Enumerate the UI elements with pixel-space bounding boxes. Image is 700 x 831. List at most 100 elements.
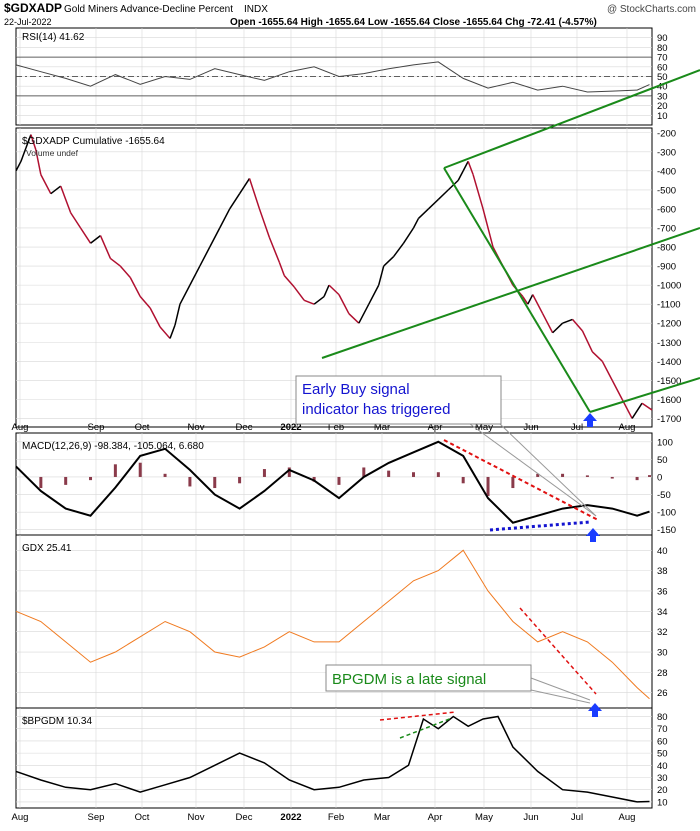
gdxadp-segment (338, 294, 350, 315)
gdxadp-segment (70, 212, 82, 229)
y-tick-gdxadp-15: -1700 (657, 414, 681, 425)
gdxadp-segment (79, 227, 92, 244)
y-tick-gdxadp-3: -500 (657, 185, 676, 196)
trendline-upper-channel (443, 69, 700, 169)
x-label-bottom-8: Apr (428, 812, 443, 823)
gdxadp-segment (90, 235, 101, 244)
x-label-mid-9: May (475, 422, 493, 433)
gdxadp-segment (30, 134, 37, 151)
y-tick-gdxadp-12: -1400 (657, 357, 681, 368)
x-label-mid-2: Oct (135, 422, 150, 433)
gdx-red-dash (519, 607, 597, 695)
y-tick-macd-0: 100 (657, 437, 673, 448)
y-tick-gdxadp-2: -400 (657, 166, 676, 177)
gdxadp-segment (348, 313, 360, 324)
gdxadp-segment (328, 284, 340, 296)
y-tick-gdxadp-7: -900 (657, 262, 676, 273)
gdxadp-segment (571, 318, 584, 332)
bpgdm-red-dash (379, 711, 457, 721)
panel-frame-bpgdm (15, 707, 653, 809)
x-label-mid-11: Jul (571, 422, 583, 433)
gdxadp-segment (25, 134, 32, 149)
gdxadp-segment (562, 318, 573, 324)
gdxadp-segment (134, 286, 141, 297)
y-tick-bpgdm-1: 20 (657, 785, 668, 796)
early-buy-box (295, 375, 502, 425)
y-tick-gdxadp-5: -700 (657, 223, 676, 234)
gdxadp-segment (462, 160, 469, 172)
y-tick-bpgdm-5: 60 (657, 736, 668, 747)
trendline-lower-channel (321, 227, 700, 359)
gdxadp-segment (278, 262, 286, 276)
y-tick-rsi-8: 90 (657, 33, 668, 44)
y-tick-rsi-7: 80 (657, 43, 668, 54)
series-line-gdx (15, 549, 650, 700)
y-tick-gdxadp-6: -800 (657, 243, 676, 254)
gdxadp-segment (393, 242, 405, 257)
gdxadp-segment (313, 295, 325, 305)
gdxadp-segment (641, 402, 653, 411)
x-label-bottom-5: 2022 (280, 812, 301, 823)
gdxadp-segment (35, 149, 42, 175)
gdxadp-segment (368, 284, 380, 305)
gdxadp-segment (219, 208, 231, 229)
callout-line-4 (530, 677, 591, 701)
y-tick-gdx-3: 32 (657, 627, 668, 638)
header-name: Gold Miners Advance-Decline Percent (64, 4, 233, 15)
y-tick-macd-3: -50 (657, 490, 671, 501)
gdxadp-segment (179, 284, 191, 305)
panel-subtitle-gdxadp: Volume undef (26, 148, 79, 158)
x-label-bottom-2: Oct (135, 812, 150, 823)
y-tick-rsi-4: 50 (657, 72, 668, 83)
gdxadp-segment (40, 174, 52, 195)
x-label-mid-8: Apr (428, 422, 443, 433)
x-label-mid-10: Jun (523, 422, 538, 433)
y-tick-rsi-3: 40 (657, 82, 668, 93)
gdxadp-segment (129, 277, 136, 288)
x-label-mid-1: Sep (88, 422, 105, 433)
gdxadp-segment (611, 379, 623, 400)
gdxadp-segment (238, 178, 251, 195)
gdxadp-segment (472, 174, 484, 210)
y-tick-macd-1: 50 (657, 455, 668, 466)
y-tick-bpgdm-4: 50 (657, 749, 668, 760)
gdxadp-segment (358, 303, 370, 324)
gdxadp-segment (293, 286, 305, 301)
gdxadp-segment (383, 256, 395, 267)
gdxadp-segment (199, 246, 211, 267)
panel-title-gdx: GDX 25.41 (22, 543, 72, 554)
gdxadp-segment (174, 303, 181, 326)
y-tick-gdx-6: 38 (657, 566, 668, 577)
gdxadp-segment (258, 208, 271, 238)
gdxadp-segment (303, 299, 315, 305)
panel-title-rsi: RSI(14) 41.62 (22, 32, 85, 43)
early-buy-text-2: indicator has triggered (302, 401, 450, 418)
panel-title-bpgdm: $BPGDM 10.34 (22, 716, 92, 727)
gdxadp-segment (15, 160, 22, 172)
gdxadp-segment (601, 360, 613, 381)
gdxadp-segment (427, 198, 439, 210)
y-tick-gdxadp-10: -1200 (657, 319, 681, 330)
macd-blue-dash (489, 520, 591, 532)
gdxadp-segment (417, 208, 429, 220)
y-tick-rsi-6: 70 (657, 53, 668, 64)
bpgdm-green-dash (399, 717, 453, 739)
series-line-bpgdm (15, 715, 650, 803)
x-label-mid-3: Nov (188, 422, 205, 433)
bpgdm-late-text: BPGDM is a late signal (332, 671, 486, 688)
x-label-bottom-7: Mar (374, 812, 390, 823)
y-tick-gdx-1: 28 (657, 668, 668, 679)
y-tick-gdxadp-14: -1600 (657, 395, 681, 406)
y-tick-gdx-5: 36 (657, 586, 668, 597)
y-tick-bpgdm-7: 80 (657, 712, 668, 723)
gdxadp-segment (532, 294, 544, 315)
y-tick-macd-5: -150 (657, 525, 676, 536)
header-date: 22-Jul-2022 (4, 17, 52, 27)
x-label-bottom-4: Dec (236, 812, 253, 823)
gdxadp-segment (149, 307, 161, 328)
panel-title-gdxadp: $GDXADP Cumulative -1655.64 (22, 136, 165, 147)
gdxadp-segment (229, 193, 241, 210)
gdxadp-segment (467, 161, 474, 175)
